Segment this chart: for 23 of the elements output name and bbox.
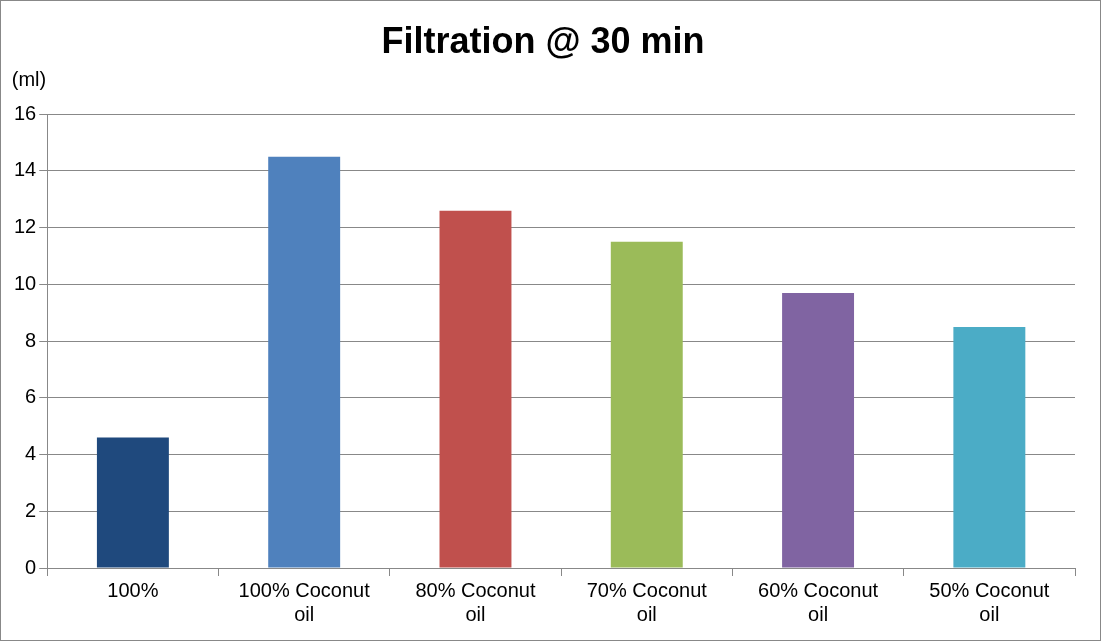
- y-tick-label: 4: [25, 442, 37, 465]
- x-tick-label: 100% Coconut oil: [238, 578, 371, 625]
- y-tick-label: 14: [14, 158, 37, 181]
- y-tick-label: 16: [14, 101, 37, 124]
- bar: [439, 210, 512, 568]
- x-tick-label: 50% Coconut oil: [929, 578, 1050, 625]
- y-axis-title: (ml): [11, 67, 47, 90]
- y-tick-label: 10: [14, 271, 37, 294]
- y-tick-label: 6: [25, 385, 37, 408]
- x-tick-label: 100%: [107, 578, 159, 601]
- x-tick-label: 80% Coconut oil: [415, 578, 536, 625]
- bar: [96, 437, 169, 568]
- chart-title: Filtration @ 30 min: [381, 19, 705, 61]
- x-tick-label: 70% Coconut oil: [586, 578, 708, 625]
- y-tick-label: 8: [25, 328, 37, 351]
- x-tick-label: 60% Coconut oil: [758, 578, 879, 625]
- bar: [268, 156, 341, 568]
- bar: [953, 326, 1026, 568]
- bar: [610, 241, 683, 568]
- y-tick-label: 2: [25, 498, 37, 521]
- y-tick-label: 12: [14, 215, 37, 238]
- bar: [782, 292, 855, 568]
- y-tick-label: 0: [25, 555, 37, 578]
